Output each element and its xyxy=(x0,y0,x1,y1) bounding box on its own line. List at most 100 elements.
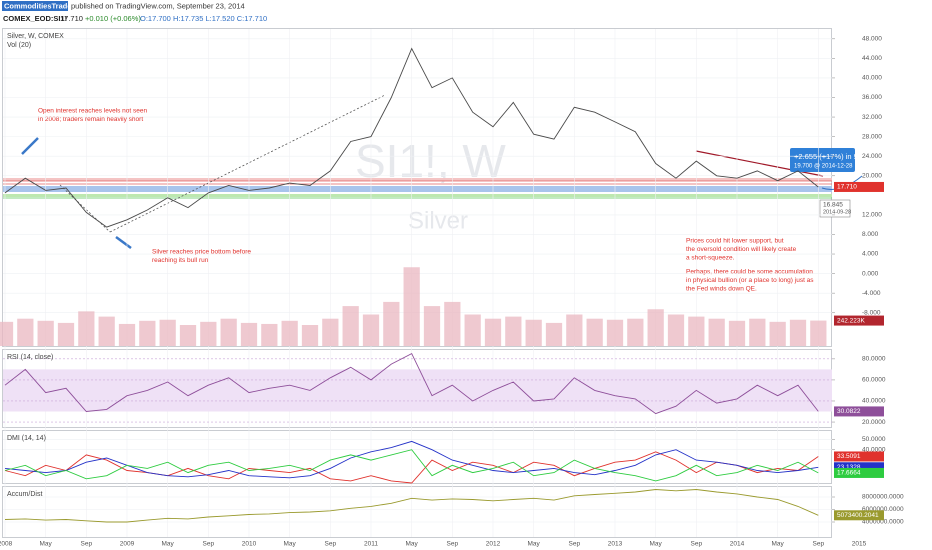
arrow xyxy=(115,235,132,250)
last-value-box xyxy=(834,462,884,473)
x-tick-label: 2012 xyxy=(486,541,501,548)
volume-bar xyxy=(118,323,136,346)
y-tick-label: 6000000.0000 xyxy=(862,506,904,513)
x-tick-label: Sep xyxy=(81,541,93,548)
annotation: a short-squeeze. xyxy=(686,255,735,262)
volume-bar xyxy=(281,320,298,346)
volume-bar xyxy=(403,267,420,346)
y-tick-label: 32.000 xyxy=(862,114,882,121)
lower-support-zone xyxy=(3,194,832,197)
last-value-label: 17.710 xyxy=(837,184,857,191)
annotation: Prices could hit lower support, but xyxy=(686,238,784,245)
arrow xyxy=(21,137,39,155)
volume-bar xyxy=(464,314,481,346)
last-value-box xyxy=(834,451,884,462)
volume-bar xyxy=(37,320,54,346)
annotation: Open interest reaches levels not seen xyxy=(38,108,148,115)
x-tick-label: Sep xyxy=(447,541,459,548)
volume-bar xyxy=(159,319,176,346)
y-tick-label: 4.000 xyxy=(862,251,879,258)
volume-bar xyxy=(139,320,156,346)
volume-bar xyxy=(342,306,359,346)
volume-bar xyxy=(566,314,583,346)
y-tick-label: 40.0000 xyxy=(862,398,886,405)
x-tick-label: 2013 xyxy=(608,541,623,548)
volume-bar xyxy=(647,309,664,346)
y-tick-label: 40.0000 xyxy=(862,446,886,453)
volume-bar xyxy=(444,301,461,346)
volume-bar xyxy=(688,316,705,346)
x-tick-label: Sep xyxy=(813,541,825,548)
volume-bar xyxy=(301,325,319,346)
last-value-label: 17.6664 xyxy=(837,470,861,477)
y-tick-label: 28.000 xyxy=(862,133,882,140)
x-tick-label: Sep xyxy=(691,541,703,548)
volume-bar xyxy=(261,323,278,346)
x-tick-label: Sep xyxy=(569,541,581,548)
volume-bar xyxy=(484,318,502,346)
volume-bar xyxy=(525,319,542,346)
volume-bar xyxy=(220,318,237,346)
volume-bar xyxy=(505,316,522,346)
y-tick-label: 60.0000 xyxy=(862,377,886,384)
y-tick-label: 50.0000 xyxy=(862,436,886,443)
last-value-label: 5073400.2041 xyxy=(837,512,879,519)
symbol: COMEX_EOD:SI1! xyxy=(3,14,67,23)
resistance-zone xyxy=(3,178,832,181)
volume-bar xyxy=(240,322,258,346)
series-line xyxy=(4,489,819,523)
series-line xyxy=(4,47,819,228)
y-tick-label: 8.000 xyxy=(862,231,879,238)
watermark-name: Silver xyxy=(408,207,468,234)
x-tick-label: May xyxy=(284,541,297,548)
x-tick-label: May xyxy=(162,541,175,548)
author-badge xyxy=(2,1,68,11)
x-tick-label: Sep xyxy=(325,541,337,548)
low-box xyxy=(819,199,851,218)
low-price: 16.845 xyxy=(823,202,843,209)
y-tick-label: -4.000 xyxy=(862,290,881,297)
x-tick-label: May xyxy=(772,541,785,548)
last-value-box xyxy=(834,315,884,326)
annotation: Silver reaches price bottom before xyxy=(152,249,251,256)
published: published on TradingView.com, September … xyxy=(71,1,245,10)
series-line xyxy=(4,440,819,479)
change: +0.010 (+0.06%) xyxy=(85,14,141,23)
annotation: Perhaps, there could be some accumulatio… xyxy=(686,269,813,276)
pane-title: RSI (14, close) xyxy=(7,354,53,361)
dmi-frame xyxy=(2,430,832,484)
pane-title: Silver, W, COMEX xyxy=(7,33,64,40)
measure-box xyxy=(790,148,855,172)
volume-bar xyxy=(667,314,685,346)
annotation: the oversold condition will likely creat… xyxy=(686,246,797,253)
x-tick-label: May xyxy=(650,541,663,548)
x-tick-label: 2011 xyxy=(364,541,378,548)
last-value-label: 30.0822 xyxy=(837,408,861,415)
ohlc: O:17.700 H:17.735 L:17.520 C:17.710 xyxy=(140,14,267,23)
volume-bar xyxy=(78,311,95,346)
y-tick-label: 20.000 xyxy=(862,172,882,179)
volume-bar xyxy=(749,318,766,346)
levels xyxy=(3,178,832,199)
rsi-band xyxy=(3,369,832,412)
pane-title: Vol (20) xyxy=(7,42,31,49)
last-value-label: 33.5091 xyxy=(837,453,861,460)
volume-bar xyxy=(0,321,14,346)
x-tick-label: May xyxy=(406,541,419,548)
volume-bar xyxy=(423,306,441,346)
y-tick-label: 44.000 xyxy=(862,55,882,62)
low-date: 2014-09-28 xyxy=(823,209,851,215)
volume-bar xyxy=(179,325,197,346)
volume-bar xyxy=(769,321,786,346)
y-tick-label: 4000000.0000 xyxy=(862,519,904,526)
y-tick-label: 8000000.0000 xyxy=(862,494,904,501)
x-tick-label: 2008 xyxy=(0,541,13,548)
annotation: in physical bullion (or a place to long)… xyxy=(686,277,814,284)
y-tick-label: 0.000 xyxy=(862,270,879,277)
y-tick-label: 20.0000 xyxy=(862,419,886,426)
volume-bar xyxy=(789,319,807,346)
x-tick-label: May xyxy=(40,541,53,548)
volume-bar xyxy=(362,314,380,346)
volume-bar xyxy=(606,319,624,346)
